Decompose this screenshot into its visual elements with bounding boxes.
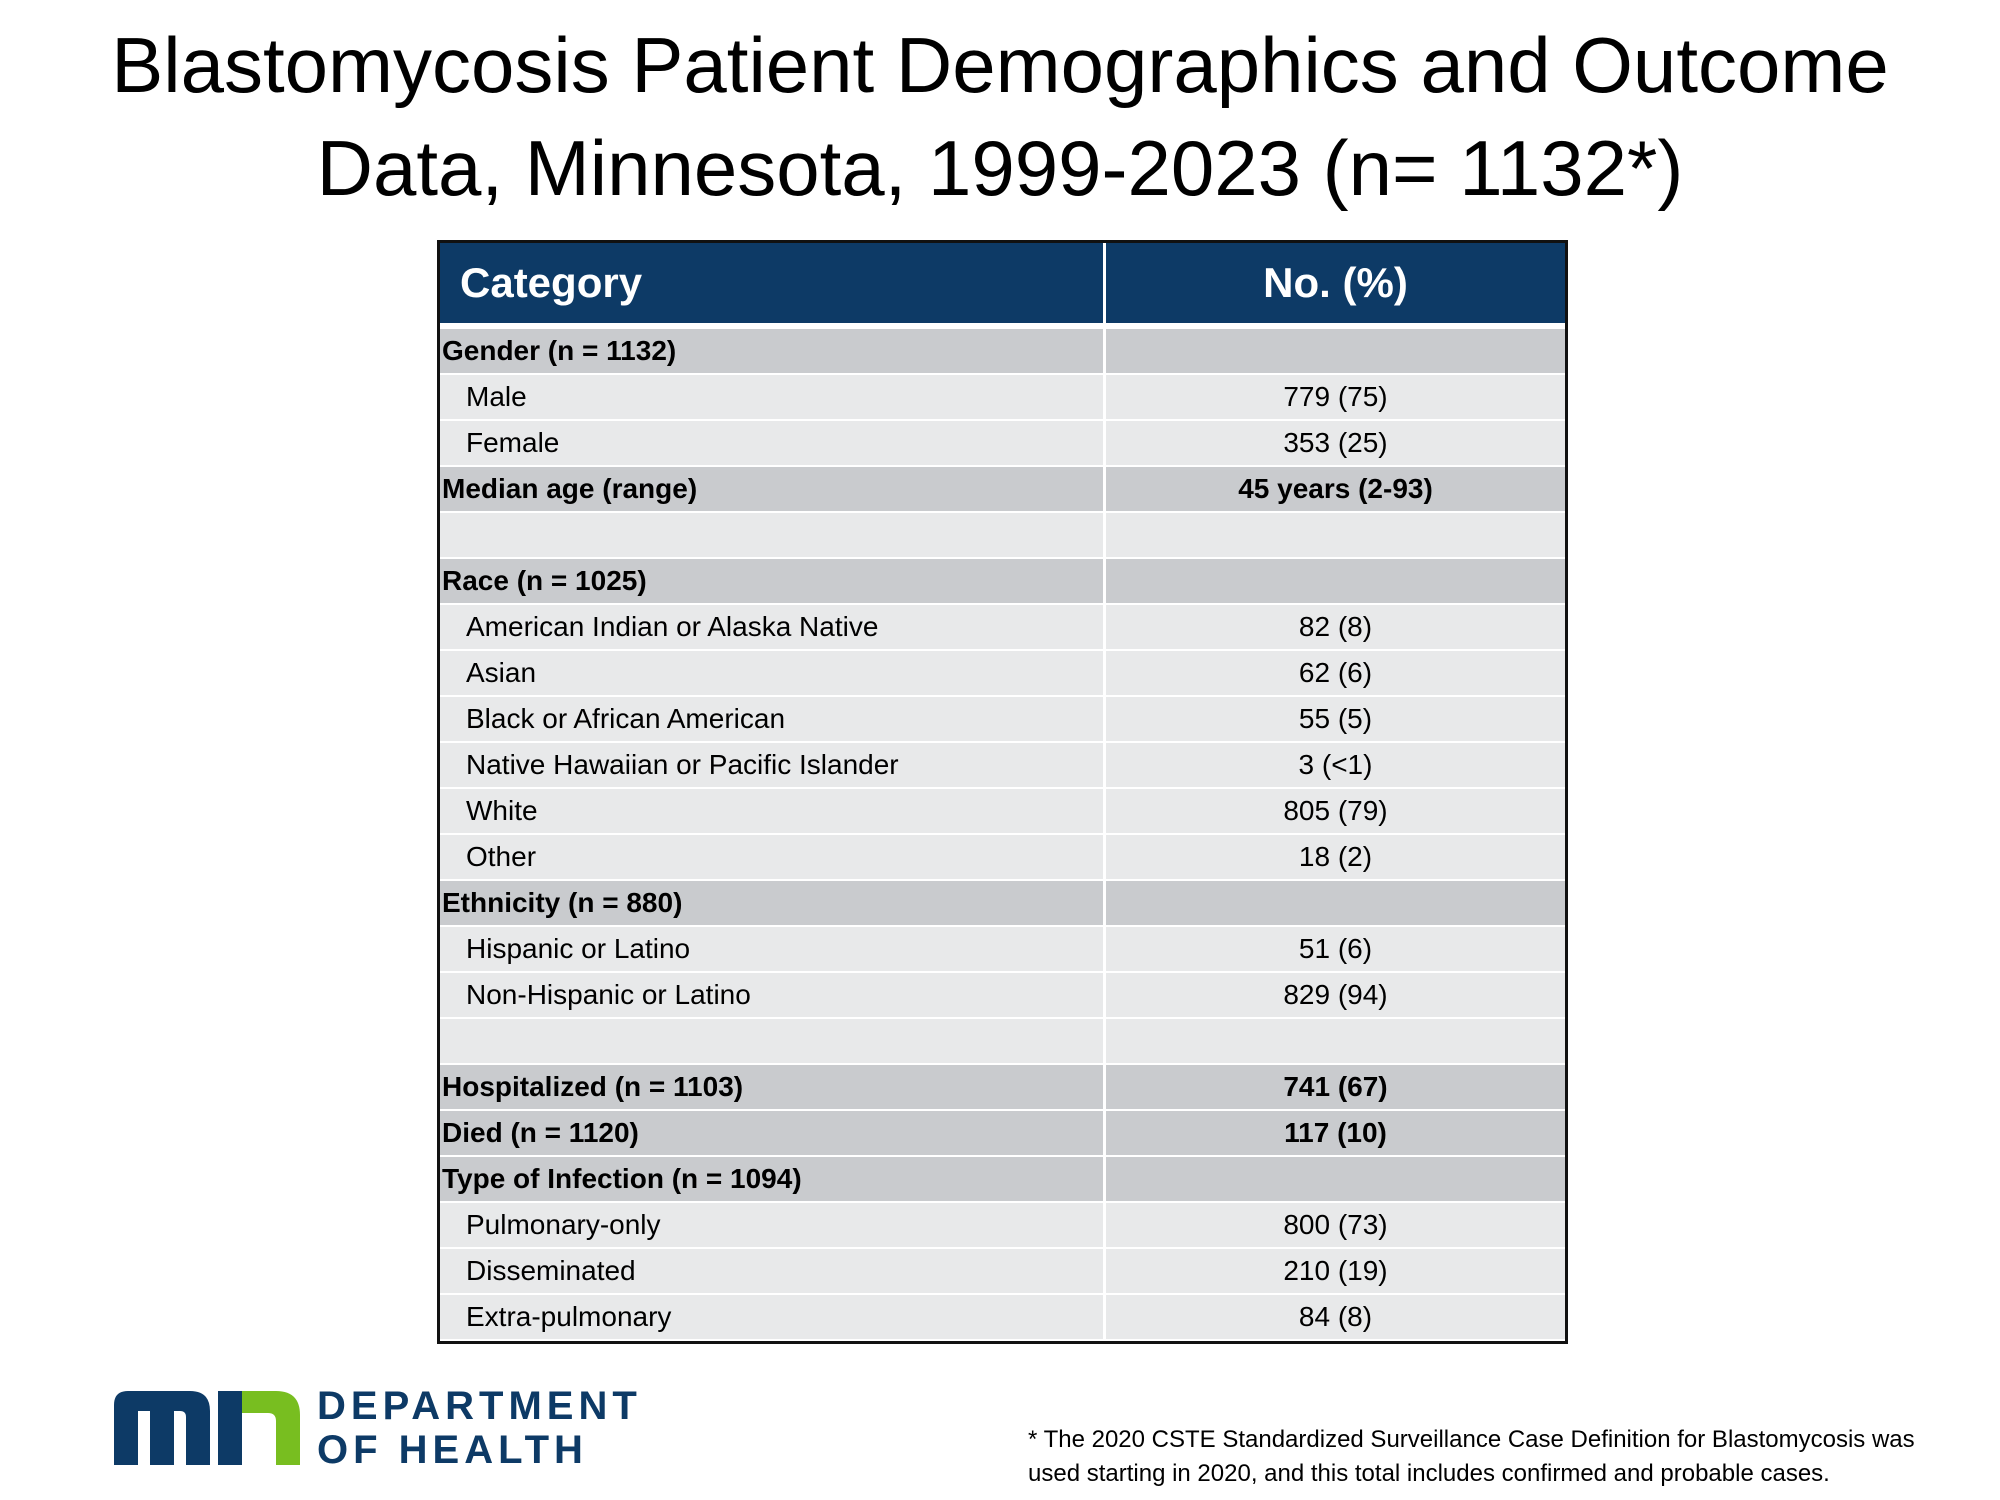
data-table: Category No. (%) Gender (n = 1132) Male 77…	[437, 240, 1568, 1344]
value-cell: 18 (2)	[1298, 841, 1373, 872]
table-row: Type of Infection (n = 1094)	[440, 1157, 1565, 1203]
table-row: Native Hawaiian or Pacific Islander 3 (<1…	[440, 743, 1565, 789]
value-cell: 353 (25)	[1283, 427, 1388, 458]
label-cell: Female	[440, 421, 1106, 465]
label-cell: Median age (range)	[440, 467, 1106, 511]
value-cell	[1106, 1019, 1565, 1063]
table-row: Asian 62 (6)	[440, 651, 1565, 697]
footnote: * The 2020 CSTE Standardized Surveillanc…	[1028, 1426, 1915, 1453]
label-cell: Race (n = 1025)	[440, 559, 1106, 603]
table-row: Other 18 (2)	[440, 835, 1565, 881]
table-row: Gender (n = 1132)	[440, 329, 1565, 375]
label-cell: Extra-pulmonary	[440, 1295, 1106, 1339]
header-cell: Category	[440, 243, 1106, 323]
footnote: used starting in 2020, and this total in…	[1028, 1460, 1830, 1487]
value-cell	[1106, 329, 1565, 373]
title-line: Blastomycosis Patient Demographics and O…	[111, 21, 1889, 109]
value-cell	[1106, 513, 1565, 557]
value-cell: 82 (8)	[1298, 611, 1373, 642]
spacer-row	[440, 513, 1565, 559]
label-cell: Disseminated	[440, 1249, 1106, 1293]
value-cell: 741 (67)	[1283, 1071, 1388, 1102]
value-cell: 210 (19)	[1283, 1255, 1388, 1286]
table-row: Hispanic or Latino 51 (6)	[440, 927, 1565, 973]
table-row: Extra-pulmonary 84 (8)	[440, 1295, 1565, 1341]
table-row: Black or African American 55 (5)	[440, 697, 1565, 743]
value-cell	[1106, 881, 1565, 925]
label-cell: Died (n = 1120)	[440, 1111, 1106, 1155]
value-cell: 3 (<1)	[1298, 749, 1373, 780]
value-cell	[1106, 1157, 1565, 1201]
value-cell: 829 (94)	[1283, 979, 1388, 1010]
value-cell: 51 (6)	[1298, 933, 1373, 964]
label-cell: American Indian or Alaska Native	[440, 605, 1106, 649]
table-row: Hospitalized (n = 1103) 741 (67)	[440, 1065, 1565, 1111]
table-row: White 805 (79)	[440, 789, 1565, 835]
value-cell: 779 (75)	[1283, 381, 1388, 412]
table-row: American Indian or Alaska Native 82 (8)	[440, 605, 1565, 651]
label-cell: Other	[440, 835, 1106, 879]
label-cell: Hispanic or Latino	[440, 927, 1106, 971]
value-cell: 62 (6)	[1298, 657, 1373, 688]
logo-text: OF HEALTH	[317, 1428, 588, 1472]
table-row: Ethnicity (n = 880)	[440, 881, 1565, 927]
header-cell: No. (%)	[1263, 259, 1408, 306]
value-cell: 117 (10)	[1284, 1117, 1387, 1148]
value-cell: 84 (8)	[1298, 1301, 1373, 1332]
table-header: Category No. (%)	[440, 243, 1565, 329]
table-row: Race (n = 1025)	[440, 559, 1565, 605]
title-line: Data, Minnesota, 1999-2023 (n= 1132*)	[316, 124, 1684, 212]
logo-mark	[114, 1391, 300, 1465]
value-cell: 805 (79)	[1283, 795, 1388, 826]
label-cell	[440, 513, 1106, 557]
label-cell: Asian	[440, 651, 1106, 695]
table-row: Median age (range) 45 years (2-93)	[440, 467, 1565, 513]
logo-text: DEPARTMENT	[317, 1384, 642, 1428]
label-cell: White	[440, 789, 1106, 833]
label-cell: Native Hawaiian or Pacific Islander	[440, 743, 1106, 787]
label-cell: Black or African American	[440, 697, 1106, 741]
label-cell: Male	[440, 375, 1106, 419]
label-cell: Pulmonary-only	[440, 1203, 1106, 1247]
table-row: Non-Hispanic or Latino 829 (94)	[440, 973, 1565, 1019]
table-row: Female 353 (25)	[440, 421, 1565, 467]
label-cell: Non-Hispanic or Latino	[440, 973, 1106, 1017]
spacer-row	[440, 1019, 1565, 1065]
value-cell: 55 (5)	[1298, 703, 1373, 734]
label-cell: Gender (n = 1132)	[440, 329, 1106, 373]
table-row: Pulmonary-only 800 (73)	[440, 1203, 1565, 1249]
table-row: Died (n = 1120) 117 (10)	[440, 1111, 1565, 1157]
value-cell: 45 years (2-93)	[1238, 473, 1433, 504]
label-cell: Ethnicity (n = 880)	[440, 881, 1106, 925]
label-cell	[440, 1019, 1106, 1063]
label-cell: Type of Infection (n = 1094)	[440, 1157, 1106, 1201]
label-cell: Hospitalized (n = 1103)	[440, 1065, 1106, 1109]
value-cell: 800 (73)	[1283, 1209, 1388, 1240]
table-row: Male 779 (75)	[440, 375, 1565, 421]
table-row: Disseminated 210 (19)	[440, 1249, 1565, 1295]
value-cell	[1106, 559, 1565, 603]
